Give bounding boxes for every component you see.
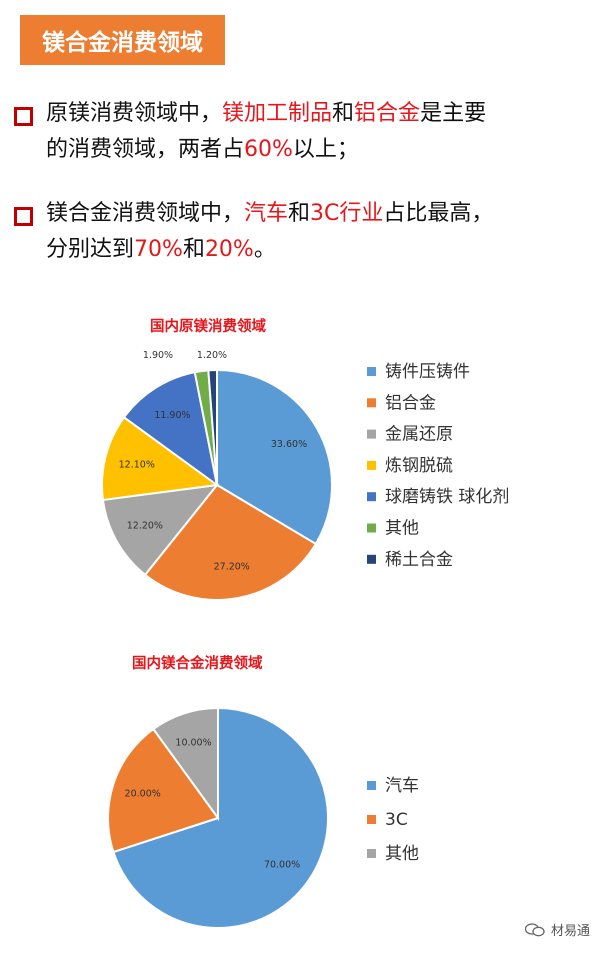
pie-slice <box>112 706 329 929</box>
bullet-square-icon <box>14 107 33 126</box>
data-label: 12.20% <box>127 521 163 532</box>
highlight-text: 60% <box>244 136 293 162</box>
pie-slice <box>216 368 333 546</box>
legend-swatch <box>367 429 376 439</box>
data-label: 20.00% <box>125 789 161 800</box>
legend-swatch <box>367 398 376 408</box>
legend-label: 金属还原 <box>385 425 453 445</box>
text-segment: 原镁消费领域中， <box>46 101 223 126</box>
legend-swatch <box>367 781 376 790</box>
data-label: 1.20% <box>197 350 227 361</box>
legend-swatch <box>367 849 376 858</box>
pie-slice <box>101 483 220 577</box>
highlight-text: 汽车 <box>244 201 289 226</box>
bullet-square-icon <box>14 207 33 226</box>
legend-swatch <box>367 815 376 824</box>
data-label: 11.90% <box>154 410 190 421</box>
highlight-text: 20% <box>204 236 254 262</box>
pie-slice <box>207 368 218 486</box>
chart-title-1: 国内原镁消费领域 <box>150 319 266 335</box>
legend-label: 稀土合金 <box>385 550 453 570</box>
data-label: 70.00% <box>264 860 300 871</box>
legend-label: 铸件压铸件 <box>385 362 470 382</box>
legend-label: 炼钢脱硫 <box>385 456 453 476</box>
highlight-text: 铝合金 <box>354 101 421 126</box>
pie-slice <box>101 415 220 502</box>
text-segment: 和 <box>332 101 355 126</box>
text-segment: 是主要 <box>420 101 487 126</box>
text-segment: 和 <box>288 201 311 226</box>
section-title: 镁合金消费领域 <box>20 15 225 65</box>
pie-slice <box>122 370 219 488</box>
text-segment: 。 <box>253 236 276 262</box>
legend-swatch <box>367 523 376 533</box>
pie-slice <box>143 483 318 601</box>
data-label: 27.20% <box>214 561 250 572</box>
bullet-item-1: 原镁消费领域中，镁加工制品和铝合金是主要 的消费领域，两者占60%以上； <box>10 96 595 167</box>
data-label: 10.00% <box>175 738 211 749</box>
legend-label: 铝合金 <box>385 393 436 413</box>
legend-swatch <box>367 367 376 376</box>
highlight-text: 3C行业 <box>310 201 384 226</box>
wechat-icon <box>524 922 545 936</box>
watermark-text: 材易通 <box>550 924 590 939</box>
highlight-text: 镁加工制品 <box>222 101 333 126</box>
text-segment: 占比最高， <box>383 201 494 226</box>
watermark: 材易通 <box>524 920 590 939</box>
legend-label: 3C <box>385 810 408 830</box>
data-label: 33.60% <box>271 439 307 450</box>
data-label: 12.10% <box>119 460 155 471</box>
highlight-text: 70% <box>134 236 183 262</box>
bullet-item-2: 镁合金消费领域中，汽车和3C行业占比最高， 分别达到70%和20%。 <box>10 196 595 267</box>
legend-swatch <box>367 492 376 502</box>
bullet-text: 镁合金消费领域中，汽车和3C行业占比最高， 分别达到70%和20%。 <box>46 196 595 267</box>
bullet-text: 原镁消费领域中，镁加工制品和铝合金是主要 的消费领域，两者占60%以上； <box>46 96 595 167</box>
text-segment: 以上； <box>292 136 359 162</box>
data-label: 1.90% <box>143 350 173 361</box>
chart-title-2: 国内镁合金消费领域 <box>132 656 263 672</box>
legend-label: 其他 <box>385 844 419 864</box>
text-segment: 分别达到 <box>46 236 135 262</box>
legend-label: 球磨铸铁 球化剂 <box>385 487 509 507</box>
legend-label: 汽车 <box>385 776 419 796</box>
text-segment: 镁合金消费领域中， <box>46 201 245 226</box>
text-segment: 的消费领域，两者占 <box>46 136 245 162</box>
pie-slice <box>107 727 220 854</box>
pie-slice <box>151 706 219 822</box>
legend-swatch <box>367 460 376 470</box>
legend-swatch <box>367 554 376 564</box>
text-segment: 和 <box>182 236 205 262</box>
legend-label: 其他 <box>385 519 419 539</box>
